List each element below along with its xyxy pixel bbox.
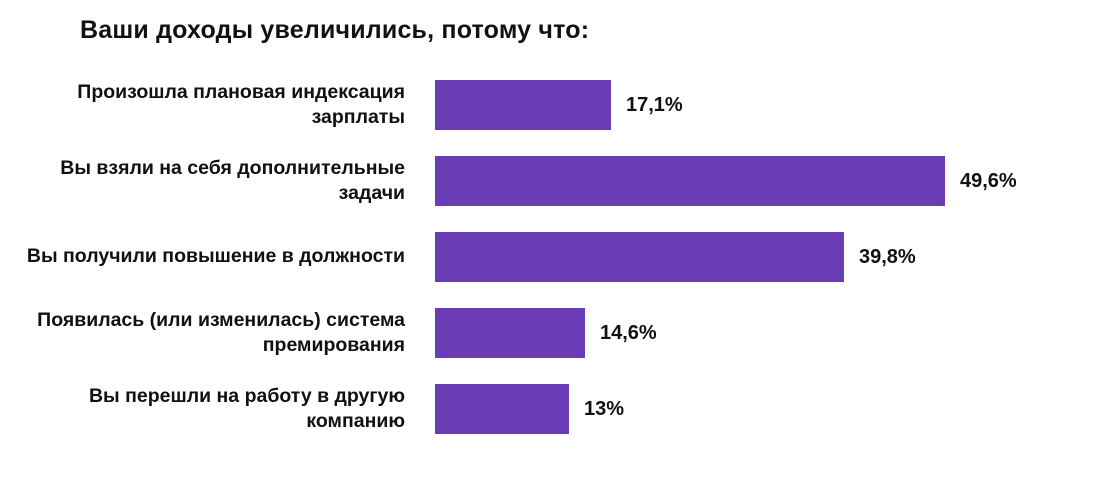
bar-row: Вы получили повышение в должности 39,8%	[0, 226, 1104, 288]
bar-track: 14,6%	[435, 302, 1104, 364]
bar-value-label: 13%	[584, 397, 625, 420]
bar	[435, 156, 945, 206]
bar-row: Вы взяли на себя дополнительные задачи 49…	[0, 150, 1104, 212]
bar-category-label: Произошла плановая индексация зарплаты	[77, 80, 405, 128]
bar-track: 49,6%	[435, 150, 1104, 212]
bar	[435, 232, 844, 282]
bar-track: 13%	[435, 378, 1104, 440]
bar-track: 17,1%	[435, 74, 1104, 136]
chart-title: Ваши доходы увеличились, потому что:	[80, 16, 590, 44]
bar-value-label: 39,8%	[859, 245, 916, 268]
bar	[435, 384, 569, 434]
bar-category-label: Вы взяли на себя дополнительные задачи	[60, 156, 405, 204]
bar-value-label: 14,6%	[600, 321, 657, 344]
bar-category-label: Вы получили повышение в должности	[26, 245, 405, 268]
bar-category-label: Вы перешли на работу в другую компанию	[88, 384, 405, 432]
bar-row: Появилась (или изменилась) система преми…	[0, 302, 1104, 364]
bar-row: Произошла плановая индексация зарплаты 17…	[0, 74, 1104, 136]
bar	[435, 80, 611, 130]
bar-row: Вы перешли на работу в другую компанию 13…	[0, 378, 1104, 440]
bar-category-label: Появилась (или изменилась) система преми…	[37, 308, 405, 356]
bar	[435, 308, 585, 358]
bar-value-label: 17,1%	[626, 93, 683, 116]
bar-track: 39,8%	[435, 226, 1104, 288]
bar-value-label: 49,6%	[960, 169, 1017, 192]
bar-chart-rows: Произошла плановая индексация зарплаты 17…	[0, 74, 1104, 454]
